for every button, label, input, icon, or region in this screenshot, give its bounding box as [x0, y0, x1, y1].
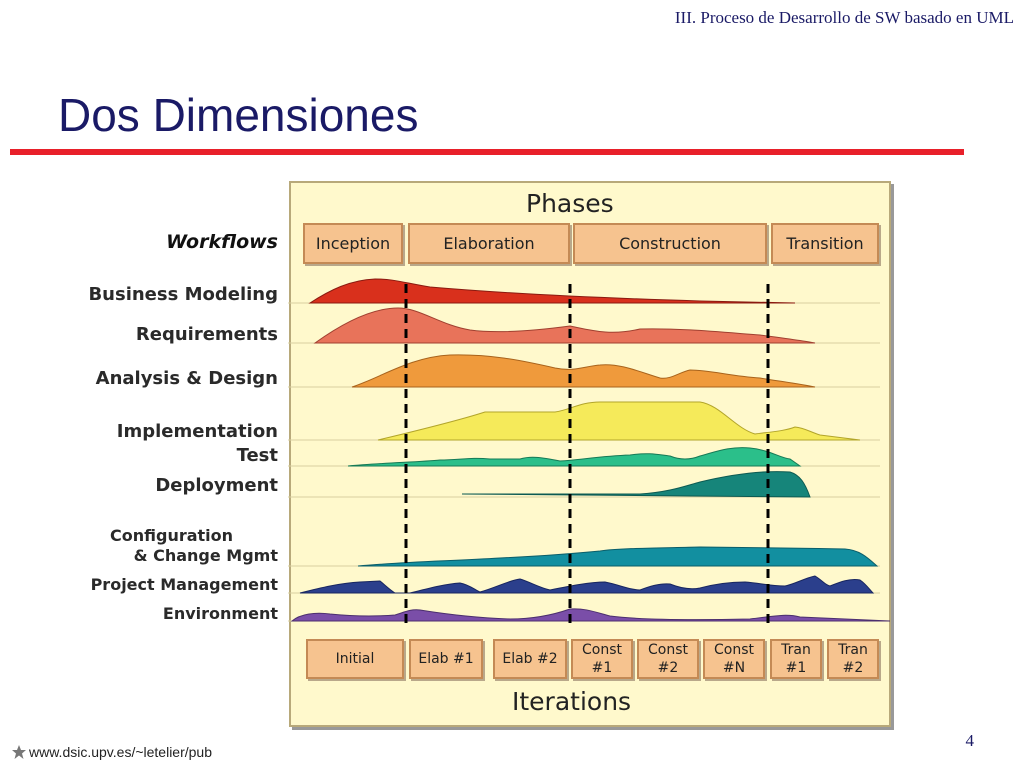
curve-analysis-design: [351, 354, 816, 388]
iteration-tran-2-line2: #2: [842, 660, 864, 676]
milestone-lines: [404, 284, 770, 628]
iteration-const-n-line1: Const: [714, 642, 754, 658]
curve-test: [347, 447, 802, 467]
iteration-elab-2: Elab #2: [493, 639, 567, 679]
iteration-const-2-line2: #2: [657, 660, 679, 676]
iteration-tran-1: Tran #1: [770, 639, 822, 679]
rup-diagram-panel: Phases Inception Elaboration Constructio…: [289, 181, 891, 727]
iteration-const-n-line2: #N: [722, 660, 746, 676]
iteration-tran-2-line1: Tran: [838, 642, 868, 658]
phase-transition: Transition: [771, 223, 879, 264]
iteration-tran-1-line1: Tran: [781, 642, 811, 658]
star-logo-icon: [12, 745, 26, 759]
iteration-elab-1: Elab #1: [409, 639, 483, 679]
iteration-tran-2: Tran #2: [827, 639, 879, 679]
curve-business-modeling: [308, 278, 796, 304]
iteration-elab-2-label: Elab #2: [502, 651, 558, 667]
workflow-label-business-modeling: Business Modeling: [88, 284, 278, 305]
curve-requirements: [313, 307, 816, 344]
workflow-label-environment: Environment: [162, 604, 278, 623]
workflows-heading: Workflows: [166, 231, 278, 253]
phase-inception: Inception: [303, 223, 403, 264]
title-divider: [10, 149, 964, 155]
workflow-label-change-mgmt: & Change Mgmt: [133, 546, 278, 565]
phase-elaboration: Elaboration: [408, 223, 570, 264]
slide-title: Dos Dimensiones: [58, 89, 419, 141]
iteration-initial: Initial: [306, 639, 404, 679]
curve-deployment: [461, 471, 811, 498]
curve-implementation: [377, 401, 861, 441]
phase-construction: Construction: [573, 223, 767, 264]
phases-title: Phases: [526, 189, 614, 218]
iteration-initial-label: Initial: [335, 651, 375, 667]
iteration-const-1-line2: #1: [591, 660, 613, 676]
footer: www.dsic.upv.es/~letelier/pub: [12, 744, 212, 760]
workflow-label-implementation: Implementation: [116, 421, 278, 442]
curve-config-change: [357, 546, 879, 567]
workflow-label-analysis-design: Analysis & Design: [95, 368, 278, 389]
iterations-title: Iterations: [512, 687, 632, 716]
footer-url[interactable]: www.dsic.upv.es/~letelier/pub: [29, 744, 212, 760]
iteration-const-2: Const #2: [637, 639, 699, 679]
workflow-label-configuration: Configuration: [110, 526, 234, 545]
iteration-const-2-line1: Const: [648, 642, 688, 658]
slide-header: III. Proceso de Desarrollo de SW basado …: [674, 8, 1014, 27]
iteration-const-1-line1: Const: [582, 642, 622, 658]
iteration-const-1: Const #1: [571, 639, 633, 679]
curve-project-mgmt: [299, 575, 875, 594]
workflow-label-deployment: Deployment: [155, 475, 278, 496]
workflow-label-project-management: Project Management: [90, 575, 278, 594]
iteration-tran-1-line2: #1: [785, 660, 807, 676]
page-number: 4: [965, 731, 975, 750]
iteration-elab-1-label: Elab #1: [418, 651, 474, 667]
workflow-label-test: Test: [236, 445, 278, 466]
workflow-label-requirements: Requirements: [135, 324, 278, 345]
curve-environment: [290, 608, 891, 622]
iteration-const-n: Const #N: [703, 639, 765, 679]
